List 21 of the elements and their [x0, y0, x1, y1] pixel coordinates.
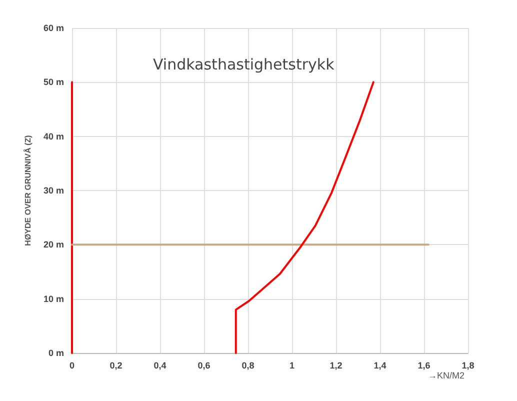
y-tick-label: 60 m — [43, 23, 64, 33]
x-tick-label: 0 — [69, 360, 75, 370]
line-series — [234, 81, 374, 354]
y-tick-label: 10 m — [43, 294, 64, 304]
y-tick-label: 50 m — [43, 77, 64, 88]
y-tick-label: 30 m — [43, 186, 64, 196]
x-axis-title: →KN/M2 — [428, 370, 465, 380]
y-tick-label: 40 m — [43, 131, 64, 142]
y-tick-label: 20 m — [43, 240, 64, 250]
y-axis-title: HØYDE OVER GRUNNIVÅ (Z) — [22, 134, 32, 246]
x-tick-label: 1,2 — [330, 360, 342, 370]
x-tick-label: 0,2 — [110, 360, 122, 370]
x-tick-label: 1,6 — [418, 360, 430, 370]
x-tick-label: 1 — [289, 360, 295, 370]
x-tick-label: 1,4 — [374, 360, 386, 370]
x-tick-label: 0,8 — [242, 360, 254, 370]
y-tick-label: 0 m — [48, 348, 64, 358]
x-tick-label: 0,4 — [154, 360, 166, 370]
x-tick-label: 0,6 — [198, 360, 210, 370]
x-tick-label: 1,8 — [462, 360, 474, 370]
text: Vindkasthastighetstrykk — [153, 56, 335, 74]
